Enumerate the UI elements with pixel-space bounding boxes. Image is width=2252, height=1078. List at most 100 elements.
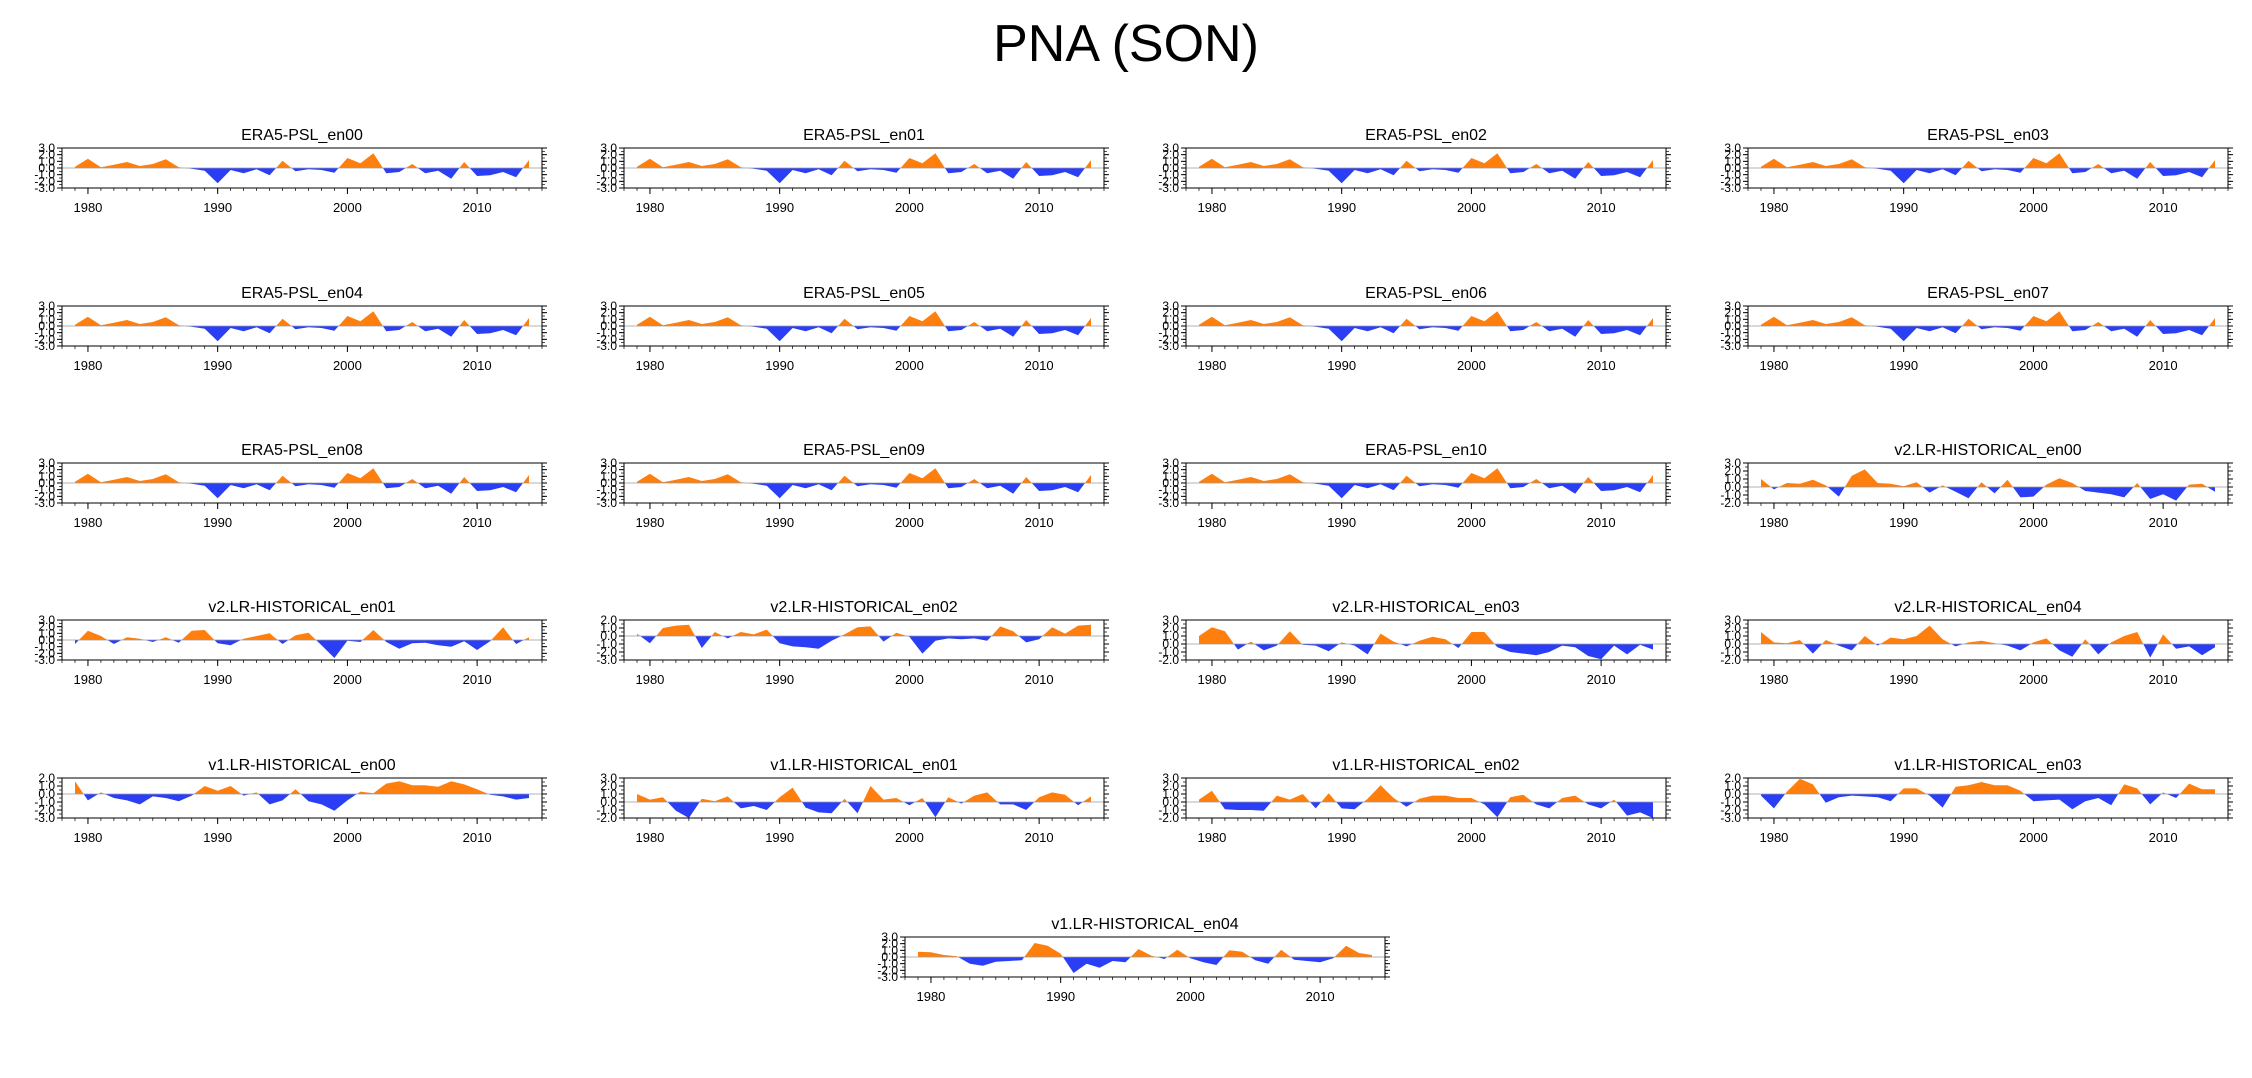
positive-area-9	[862, 786, 904, 802]
positive-area-11	[2209, 160, 2215, 168]
plot-frame	[1747, 619, 2229, 661]
y-tick-label: -3.0	[596, 496, 617, 510]
y-tick-label: -3.0	[1158, 496, 1179, 510]
x-tick-label: 2000	[895, 358, 924, 373]
y-tick-label: 0.0	[1724, 161, 1741, 175]
x-tick-label: 1990	[203, 200, 232, 215]
negative-area-4	[1977, 326, 2025, 331]
negative-area-2	[1309, 483, 1401, 499]
y-tick-label: 0.0	[38, 787, 55, 801]
x-tick-label: 1990	[203, 358, 232, 373]
positive-area-11	[2000, 479, 2013, 487]
x-tick-label: 2010	[1587, 200, 1616, 215]
positive-area-9	[1223, 950, 1251, 957]
y-tick-label: -1.0	[1158, 168, 1179, 182]
negative-area-8	[2103, 168, 2146, 179]
negative-area-8	[1945, 487, 1978, 499]
y-tick-label: 3.0	[38, 299, 55, 313]
x-tick-label: 1980	[73, 830, 102, 845]
x-tick-label: 2010	[2149, 200, 2178, 215]
panel-title: v1.LR-HISTORICAL_en03	[1894, 757, 2081, 774]
positive-area-16	[491, 627, 513, 640]
positive-area-17	[1034, 792, 1075, 802]
negative-area-2	[747, 326, 839, 342]
y-tick-label: 0.0	[38, 161, 55, 175]
y-tick-label: 0.0	[1162, 637, 1179, 651]
x-tick-label: 1990	[765, 672, 794, 687]
positive-area-7	[2091, 322, 2104, 326]
y-tick-label: -3.0	[1158, 181, 1179, 195]
negative-area-10	[878, 636, 892, 642]
y-tick-label: 1.0	[38, 469, 55, 483]
y-tick-label: 1.0	[600, 787, 617, 801]
negative-area-16	[1616, 802, 1653, 818]
negative-area-2	[1309, 326, 1401, 342]
y-tick-label: 3.0	[1724, 613, 1741, 627]
panel-title: ERA5-PSL_en10	[1365, 442, 1487, 459]
negative-area-12	[925, 802, 946, 818]
negative-area-2	[185, 483, 277, 499]
y-tick-label: 1.0	[1724, 472, 1741, 486]
x-tick-label: 2000	[1457, 672, 1486, 687]
positive-area-9	[1374, 633, 1401, 644]
negative-area-2	[1803, 644, 1822, 654]
x-tick-label: 2010	[1587, 515, 1616, 530]
negative-area-12	[1533, 802, 1558, 809]
x-tick-label: 2000	[895, 200, 924, 215]
y-tick-label: 2.0	[38, 463, 55, 477]
positive-area-13	[945, 797, 959, 802]
negative-area-6	[944, 168, 968, 174]
negative-area-4	[1415, 326, 1463, 331]
negative-area-16	[2143, 644, 2158, 658]
negative-area-10	[300, 794, 357, 811]
positive-area-1	[75, 473, 186, 483]
positive-area-13	[991, 626, 1019, 636]
negative-area-1	[75, 640, 79, 644]
panel-2: ERA5-PSL_en01 3.02.01.00.0-1.0-2.0-3.0 198…	[596, 127, 1109, 215]
y-tick-label: -2.0	[596, 811, 617, 825]
positive-area-9	[459, 162, 470, 168]
positive-area-3	[1962, 318, 1978, 326]
negative-area-2	[747, 168, 839, 184]
positive-area-1	[1199, 627, 1234, 644]
y-tick-label: 1.0	[600, 312, 617, 326]
panel-title: ERA5-PSL_en06	[1365, 285, 1487, 302]
negative-area-6	[1875, 644, 1881, 646]
y-tick-label: -2.0	[1158, 332, 1179, 346]
panel-17: v1.LR-HISTORICAL_en00 2.01.00.0-1.0-2.0-3…	[34, 757, 547, 845]
positive-area-3	[838, 318, 854, 326]
positive-area-11	[915, 798, 926, 802]
positive-area-11	[1412, 636, 1453, 644]
y-tick-label: -1.0	[1720, 488, 1741, 502]
panel-title: ERA5-PSL_en08	[241, 442, 363, 459]
y-tick-label: -2.0	[596, 645, 617, 659]
negative-area-14	[1018, 636, 1043, 643]
panel-7: ERA5-PSL_en06 3.02.01.00.0-1.0-2.0-3.0 198…	[1158, 285, 1671, 373]
panel-title: v1.LR-HISTORICAL_en01	[770, 757, 957, 774]
y-tick-label: -2.0	[1720, 803, 1741, 817]
positive-area-1	[75, 158, 186, 168]
positive-area-15	[2109, 632, 2144, 644]
y-tick-label: -3.0	[596, 339, 617, 353]
negative-area-8	[1541, 483, 1584, 494]
negative-area-12	[2012, 487, 2044, 498]
y-tick-label: 2.0	[1162, 621, 1179, 635]
y-tick-label: 3.0	[600, 299, 617, 313]
y-tick-label: -2.0	[1158, 174, 1179, 188]
x-tick-label: 1980	[635, 358, 664, 373]
positive-area-9	[1583, 477, 1594, 483]
y-tick-label: -1.0	[1158, 803, 1179, 817]
positive-area-5	[2024, 153, 2069, 168]
y-tick-label: 0.0	[1724, 787, 1741, 801]
negative-area-10	[469, 326, 523, 336]
y-tick-label: 1.0	[38, 626, 55, 640]
negative-area-10	[1031, 483, 1085, 493]
y-tick-label: 3.0	[38, 456, 55, 470]
y-tick-label: -1.0	[596, 637, 617, 651]
positive-area-5	[1857, 636, 1876, 644]
x-tick-label: 2000	[895, 830, 924, 845]
x-tick-label: 2000	[333, 200, 362, 215]
y-tick-label: -2.0	[596, 489, 617, 503]
y-tick-label: -3.0	[596, 653, 617, 667]
